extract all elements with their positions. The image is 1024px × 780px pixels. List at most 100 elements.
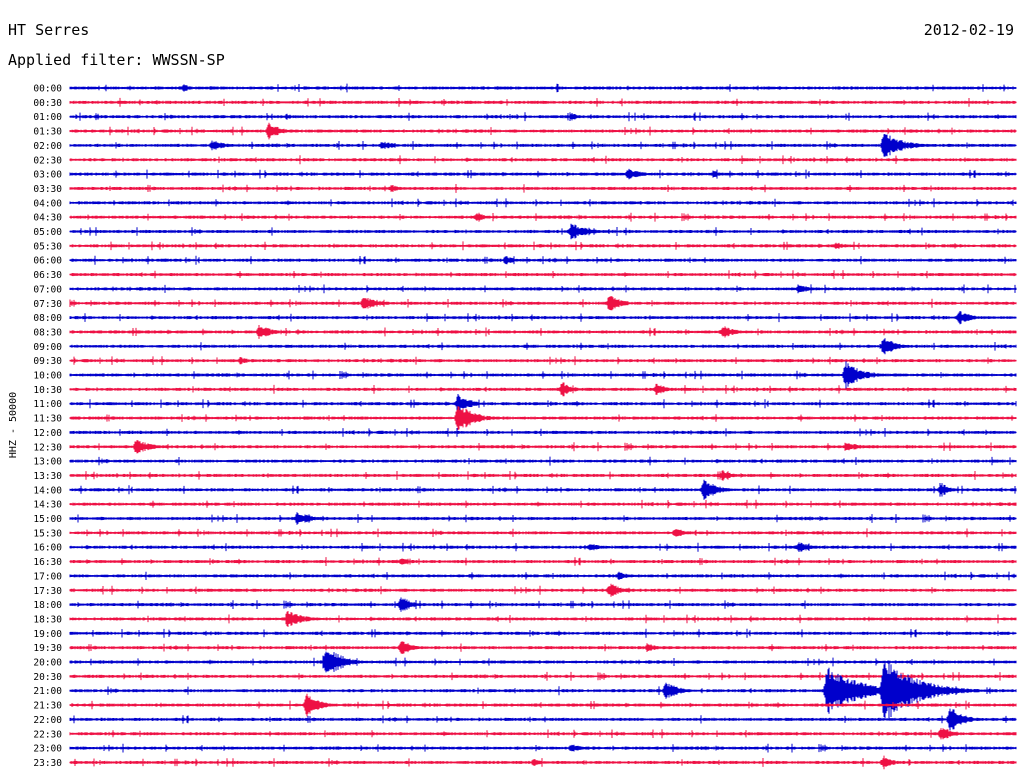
trace-row: 03:30 xyxy=(33,184,1017,195)
trace-row: 16:30 xyxy=(33,557,1017,568)
time-tick-label: 09:30 xyxy=(33,356,62,367)
trace-row: 23:30 xyxy=(33,755,1017,770)
trace-row: 22:00 xyxy=(33,708,1017,731)
time-tick-label: 21:30 xyxy=(33,701,62,712)
trace-row: 14:00 xyxy=(33,479,1017,500)
time-tick-label: 08:00 xyxy=(33,313,62,324)
time-tick-label: 06:00 xyxy=(33,256,62,267)
trace-row: 05:30 xyxy=(33,241,1017,252)
time-tick-label: 20:00 xyxy=(33,658,62,669)
trace-row: 13:00 xyxy=(33,456,1017,468)
trace-row: 09:30 xyxy=(33,356,1017,367)
time-tick-label: 18:30 xyxy=(33,614,62,625)
trace-row: 15:30 xyxy=(33,528,1017,539)
trace-row: 10:30 xyxy=(33,382,1017,397)
trace-row: 01:30 xyxy=(33,122,1017,140)
time-tick-label: 12:00 xyxy=(33,428,62,439)
time-tick-label: 02:30 xyxy=(33,155,62,166)
station-title: HT Serres xyxy=(8,21,90,39)
trace-row: 22:30 xyxy=(33,728,1017,740)
trace-row: 17:00 xyxy=(33,571,1017,582)
trace-row: 07:30 xyxy=(33,296,1017,311)
trace-row: 07:00 xyxy=(33,284,1017,295)
time-tick-label: 15:30 xyxy=(33,528,62,539)
time-tick-label: 14:30 xyxy=(33,500,62,511)
time-tick-label: 18:00 xyxy=(33,600,62,611)
trace-row: 18:30 xyxy=(33,611,1017,627)
time-tick-label: 23:00 xyxy=(33,744,62,755)
trace-row: 23:00 xyxy=(33,744,1017,755)
time-tick-label: 00:30 xyxy=(33,98,62,109)
time-tick-label: 14:00 xyxy=(33,485,62,496)
trace-rows: 00:00 00:30 01:00 01:30 02:00 02:30 03:00 03:30… xyxy=(33,84,1017,770)
trace-row: 20:30 xyxy=(33,672,1017,683)
time-tick-label: 10:00 xyxy=(33,371,62,382)
time-tick-label: 07:00 xyxy=(33,284,62,295)
trace-row: 13:30 xyxy=(33,470,1017,482)
time-tick-label: 22:30 xyxy=(33,729,62,740)
time-tick-label: 04:30 xyxy=(33,213,62,224)
trace-row: 09:00 xyxy=(33,338,1017,355)
trace-row: 01:00 xyxy=(33,112,1017,123)
time-tick-label: 21:00 xyxy=(33,686,62,697)
time-tick-label: 11:30 xyxy=(33,414,62,425)
trace-row: 17:30 xyxy=(33,583,1017,597)
time-tick-label: 02:00 xyxy=(33,141,62,152)
time-tick-label: 13:30 xyxy=(33,471,62,482)
time-tick-label: 06:30 xyxy=(33,270,62,281)
time-tick-label: 09:00 xyxy=(33,342,62,353)
time-tick-label: 20:30 xyxy=(33,672,62,683)
time-tick-label: 01:30 xyxy=(33,127,62,138)
trace-row: 18:00 xyxy=(33,597,1017,612)
time-tick-label: 22:00 xyxy=(33,715,62,726)
y-axis-label: HHZ - 50000 xyxy=(8,392,19,458)
time-tick-label: 12:30 xyxy=(33,442,62,453)
trace-row: 05:00 xyxy=(33,223,1017,240)
time-tick-label: 16:00 xyxy=(33,543,62,554)
time-tick-label: 10:30 xyxy=(33,385,62,396)
trace-row: 14:30 xyxy=(33,500,1017,511)
time-tick-label: 05:00 xyxy=(33,227,62,238)
time-tick-label: 16:30 xyxy=(33,557,62,568)
trace-row: 16:00 xyxy=(33,542,1017,554)
time-tick-label: 01:00 xyxy=(33,112,62,123)
time-tick-label: 04:00 xyxy=(33,198,62,209)
trace-row: 20:00 xyxy=(33,651,1017,673)
trace-row: 11:00 xyxy=(33,394,1017,414)
trace-row: 19:00 xyxy=(33,629,1017,640)
trace-row: 04:30 xyxy=(33,213,1017,224)
time-tick-label: 17:30 xyxy=(33,586,62,597)
trace-row: 06:00 xyxy=(33,255,1017,267)
filter-label: Applied filter: WWSSN-SP xyxy=(8,51,225,69)
trace-row: 21:00 xyxy=(33,661,1017,721)
time-tick-label: 05:30 xyxy=(33,241,62,252)
trace-row: 21:30 xyxy=(33,693,1017,717)
date-label: 2012-02-19 xyxy=(923,21,1014,39)
trace-row: 08:30 xyxy=(33,325,1017,339)
time-tick-label: 15:00 xyxy=(33,514,62,525)
trace-row: 02:30 xyxy=(33,155,1017,166)
trace-row: 08:00 xyxy=(33,311,1017,325)
time-tick-label: 03:00 xyxy=(33,170,62,181)
trace-row: 04:00 xyxy=(33,198,1017,209)
trace-row: 12:00 xyxy=(33,428,1017,439)
trace-row: 00:00 xyxy=(33,84,1017,95)
trace-row: 11:30 xyxy=(33,406,1017,430)
time-tick-label: 17:00 xyxy=(33,571,62,582)
trace-row: 12:30 xyxy=(33,440,1017,454)
time-tick-label: 07:30 xyxy=(33,299,62,310)
trace-row: 19:30 xyxy=(33,641,1017,654)
trace-row: 15:00 xyxy=(33,512,1017,525)
time-tick-label: 08:30 xyxy=(33,327,62,338)
time-tick-label: 03:30 xyxy=(33,184,62,195)
time-tick-label: 13:00 xyxy=(33,457,62,468)
trace-row: 06:30 xyxy=(33,270,1017,281)
trace-row: 02:00 xyxy=(33,134,1017,157)
time-tick-label: 19:00 xyxy=(33,629,62,640)
trace-row: 10:00 xyxy=(33,361,1017,389)
trace-row: 00:30 xyxy=(33,98,1017,109)
time-tick-label: 19:30 xyxy=(33,643,62,654)
y-axis-label-group: HHZ - 50000 xyxy=(8,392,19,458)
trace-row: 03:00 xyxy=(33,168,1017,181)
